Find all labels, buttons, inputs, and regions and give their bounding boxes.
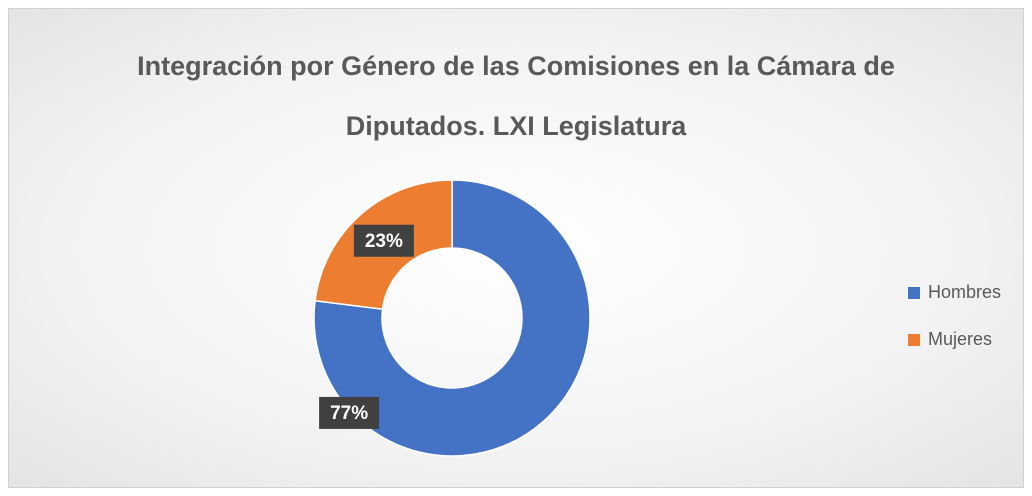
data-label: 77% <box>330 403 368 424</box>
data-label: 23% <box>365 231 403 252</box>
chart-title: Integración por Género de las Comisiones… <box>137 51 895 141</box>
data-label-box <box>353 224 414 257</box>
donut-slice <box>313 179 591 457</box>
legend-swatch <box>908 287 920 299</box>
legend-swatch <box>908 334 920 346</box>
data-label-box <box>319 396 380 429</box>
legend-label: Hombres <box>928 282 1001 302</box>
legend-label: Mujeres <box>928 329 992 349</box>
